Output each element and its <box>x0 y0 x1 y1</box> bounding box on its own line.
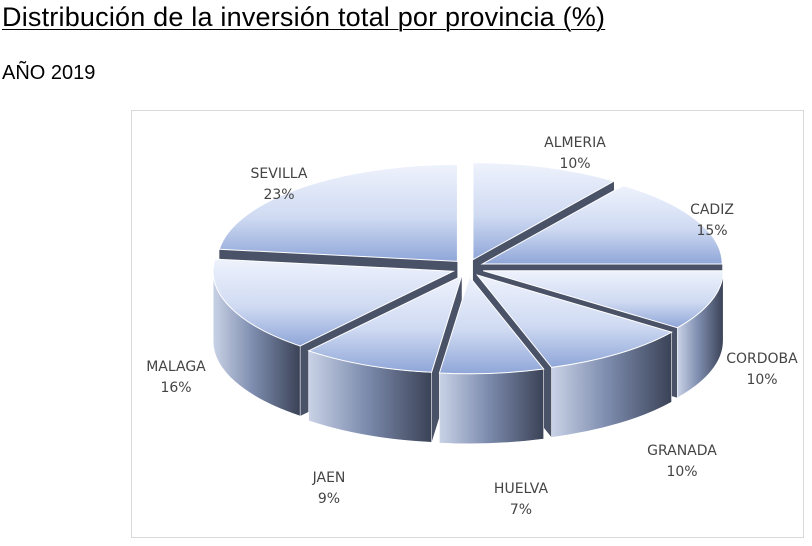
pie-slice-cadiz <box>480 184 723 265</box>
slice-label-jaen: JAEN <box>312 470 346 486</box>
pie-slice-huelva <box>438 275 545 375</box>
slice-label-huelva: HUELVA <box>494 481 549 497</box>
slice-label-cadiz: CADIZ <box>690 202 734 218</box>
slice-value-granada: 10% <box>666 464 697 480</box>
slice-value-cordoba: 10% <box>746 372 777 388</box>
slice-value-sevilla: 23% <box>263 187 294 203</box>
pie-tops <box>212 162 724 375</box>
slice-value-cadiz: 15% <box>696 223 727 239</box>
page-subtitle: AÑO 2019 <box>2 62 96 84</box>
slice-label-malaga: MALAGA <box>146 359 206 375</box>
slice-label-granada: GRANADA <box>647 443 717 459</box>
pie-rim-huelva <box>439 368 544 445</box>
slice-value-malaga: 16% <box>160 380 191 396</box>
slice-value-almeria: 10% <box>559 156 590 172</box>
pie-slice-jaen <box>307 275 463 373</box>
slice-value-huelva: 7% <box>510 502 532 518</box>
pie-slice-sevilla <box>218 163 458 262</box>
page-title: Distribución de la inversión total por p… <box>2 2 606 32</box>
slice-label-cordoba: CORDOBA <box>726 351 798 367</box>
slice-label-almeria: ALMERIA <box>544 135 606 151</box>
slice-value-jaen: 9% <box>318 491 340 507</box>
pie-slice-malaga <box>212 258 456 347</box>
pie-slice-cordoba <box>483 270 724 329</box>
slice-label-sevilla: SEVILLA <box>251 166 308 182</box>
pie-slice-granada <box>476 274 673 368</box>
pie-slice-almeria <box>472 162 616 261</box>
pie-labels: ALMERIA 10% CADIZ 15% CORDOBA 10% GRANADA 10% HU… <box>146 135 798 518</box>
